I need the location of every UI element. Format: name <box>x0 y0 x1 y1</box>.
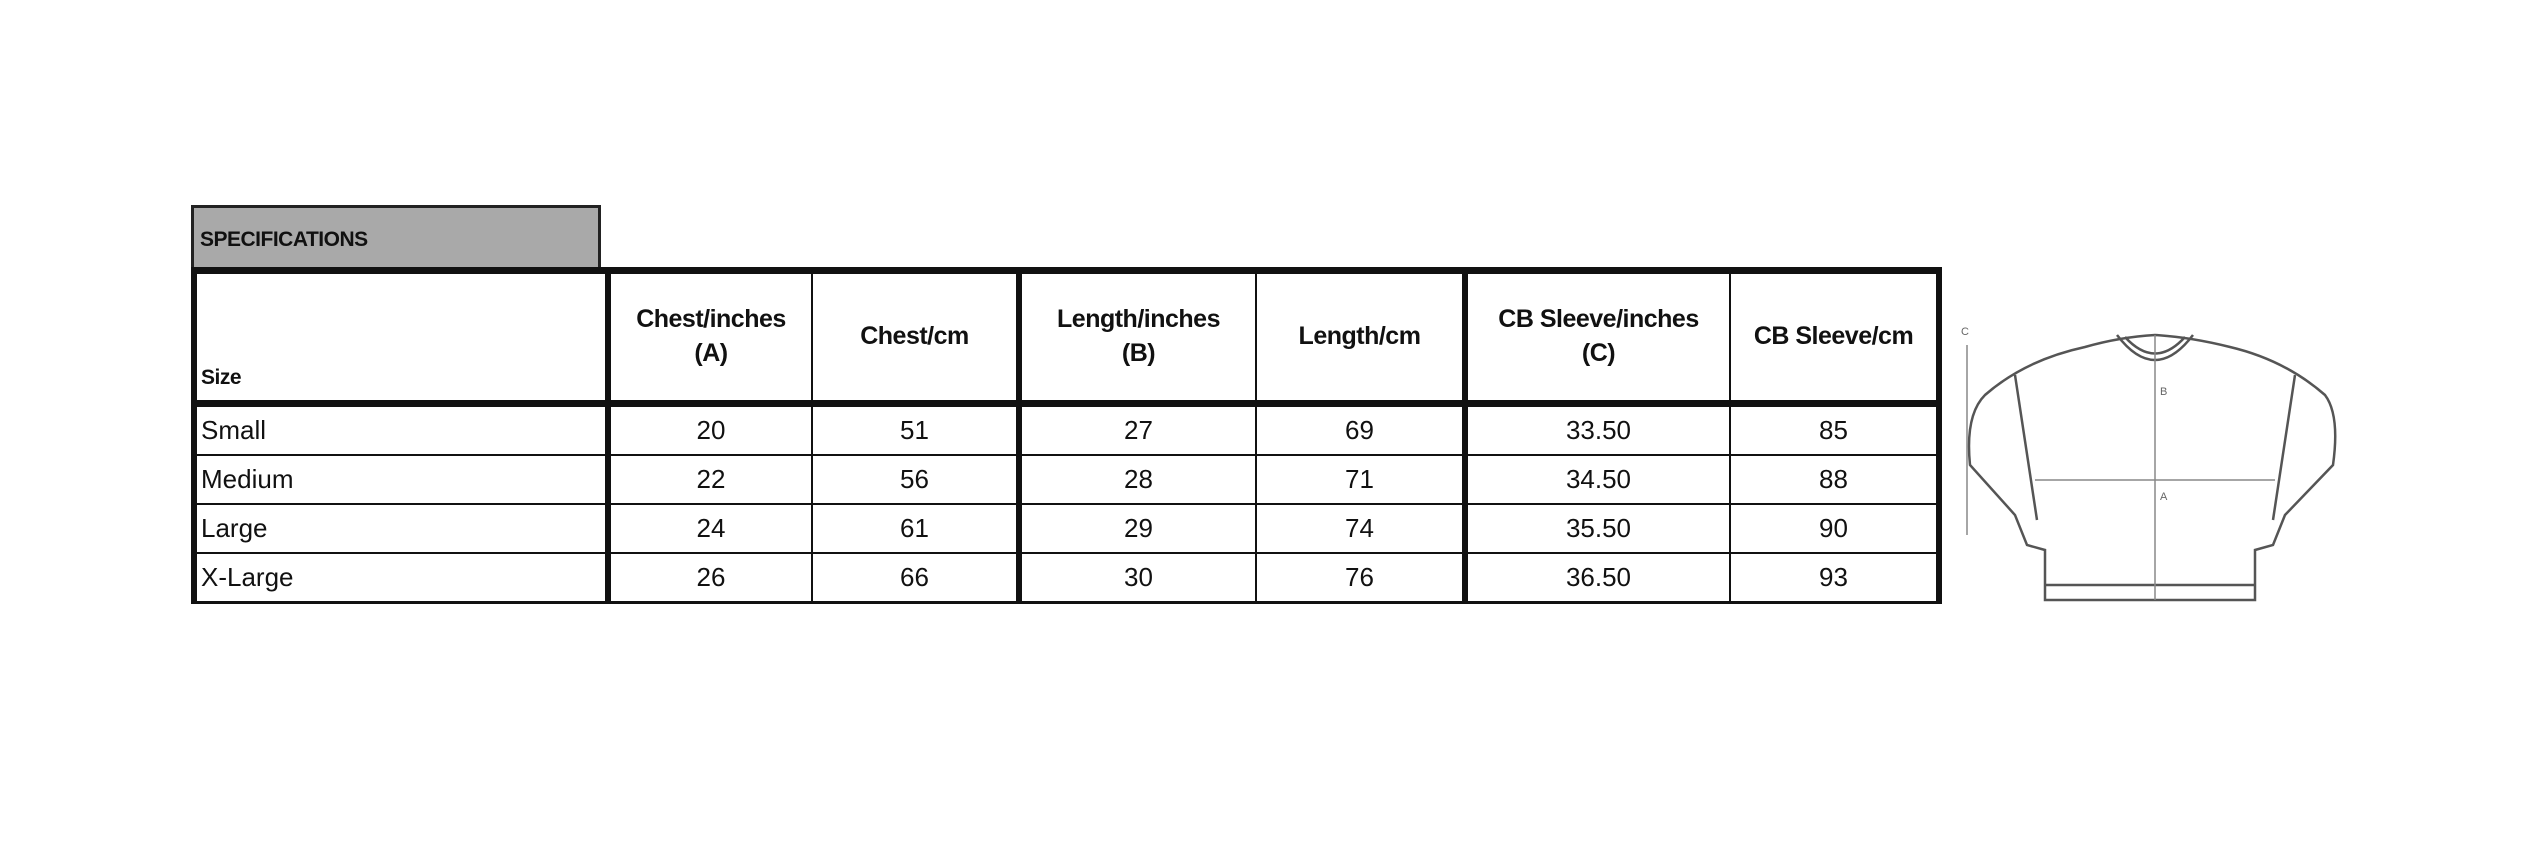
specifications-title: SPECIFICATIONS <box>200 228 368 251</box>
value-cell: 26 <box>605 552 813 604</box>
label-c: C <box>1961 326 1969 338</box>
value-cell: 27 <box>1016 402 1257 456</box>
table-row: Medium 22 56 28 71 34.50 88 <box>191 454 1942 505</box>
value-cell: 71 <box>1255 454 1466 505</box>
value-cell: 36.50 <box>1462 552 1731 604</box>
header-cb-sleeve-inches: CB Sleeve/inches (C) <box>1462 267 1731 407</box>
value-cell: 30 <box>1016 552 1257 604</box>
specifications-header: SPECIFICATIONS <box>191 205 601 267</box>
value-cell: 34.50 <box>1462 454 1731 505</box>
header-cb-sleeve-cm: CB Sleeve/cm <box>1729 267 1942 407</box>
value-cell: 76 <box>1255 552 1466 604</box>
header-chest-inches: Chest/inches (A) <box>605 267 813 407</box>
value-cell: 61 <box>811 503 1020 554</box>
size-cell: Large <box>191 503 609 554</box>
header-size: Size <box>191 267 609 407</box>
value-cell: 90 <box>1729 503 1942 554</box>
size-cell: Medium <box>191 454 609 505</box>
value-cell: 93 <box>1729 552 1942 604</box>
value-cell: 74 <box>1255 503 1466 554</box>
value-cell: 22 <box>605 454 813 505</box>
size-chart-table: Size Chest/inches (A) Chest/cm Length/inc… <box>191 267 1942 604</box>
table-row: Small 20 51 27 69 33.50 85 <box>191 402 1942 456</box>
value-cell: 35.50 <box>1462 503 1731 554</box>
value-cell: 24 <box>605 503 813 554</box>
sweater-diagram: A B C <box>1961 326 2337 602</box>
value-cell: 66 <box>811 552 1020 604</box>
value-cell: 33.50 <box>1462 402 1731 456</box>
header-chest-cm: Chest/cm <box>811 267 1020 407</box>
size-cell: Small <box>191 402 609 456</box>
value-cell: 28 <box>1016 454 1257 505</box>
table-row: Large 24 61 29 74 35.50 90 <box>191 503 1942 554</box>
value-cell: 56 <box>811 454 1020 505</box>
value-cell: 85 <box>1729 402 1942 456</box>
size-cell: X-Large <box>191 552 609 604</box>
value-cell: 69 <box>1255 402 1466 456</box>
label-b: B <box>2160 386 2167 398</box>
value-cell: 20 <box>605 402 813 456</box>
value-cell: 88 <box>1729 454 1942 505</box>
table-row: X-Large 26 66 30 76 36.50 93 <box>191 552 1942 604</box>
table-header-row: Size Chest/inches (A) Chest/cm Length/inc… <box>191 267 1942 407</box>
header-length-cm: Length/cm <box>1255 267 1466 407</box>
sweater-outline <box>1967 333 2337 602</box>
label-a: A <box>2160 491 2168 503</box>
value-cell: 29 <box>1016 503 1257 554</box>
header-length-inches: Length/inches (B) <box>1016 267 1257 407</box>
value-cell: 51 <box>811 402 1020 456</box>
